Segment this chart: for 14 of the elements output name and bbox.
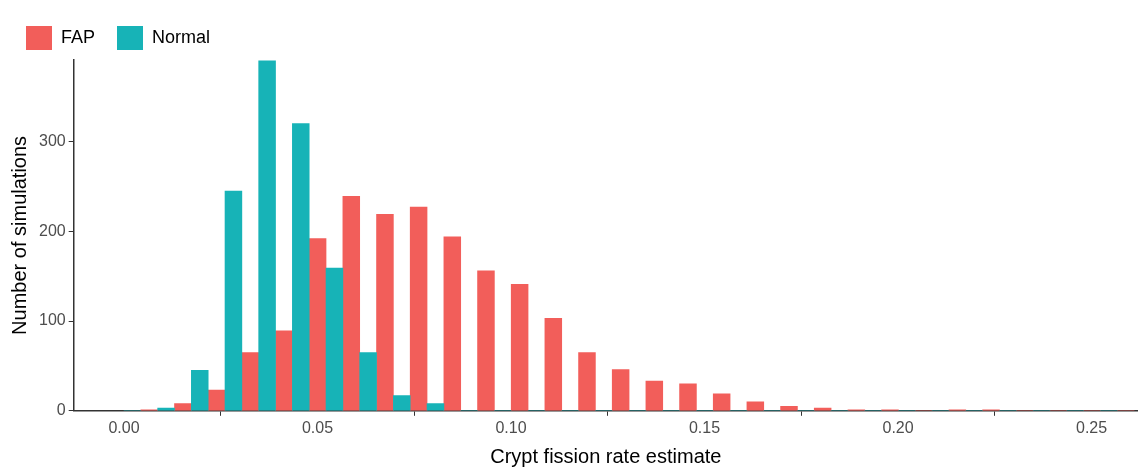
y-tick-label: 0 <box>56 401 66 419</box>
x-tick-label: 0.00 <box>108 418 140 436</box>
y-tick-label: 300 <box>38 132 66 150</box>
x-tick-label: 0.05 <box>301 418 334 436</box>
y-tick-label: 100 <box>38 311 66 329</box>
x-tick-label: 0.10 <box>495 418 527 436</box>
x-tick-label: 0.20 <box>882 418 914 436</box>
x-tick-label: 0.15 <box>688 418 721 436</box>
y-tick-label: 200 <box>38 221 66 239</box>
x-tick-label: 0.25 <box>1075 418 1108 436</box>
legend-label: FAP <box>61 26 96 47</box>
y-axis-title: Number of simulations <box>7 135 30 335</box>
legend-label: Normal <box>152 26 211 47</box>
x-axis-title: Crypt fission rate estimate <box>490 444 722 467</box>
